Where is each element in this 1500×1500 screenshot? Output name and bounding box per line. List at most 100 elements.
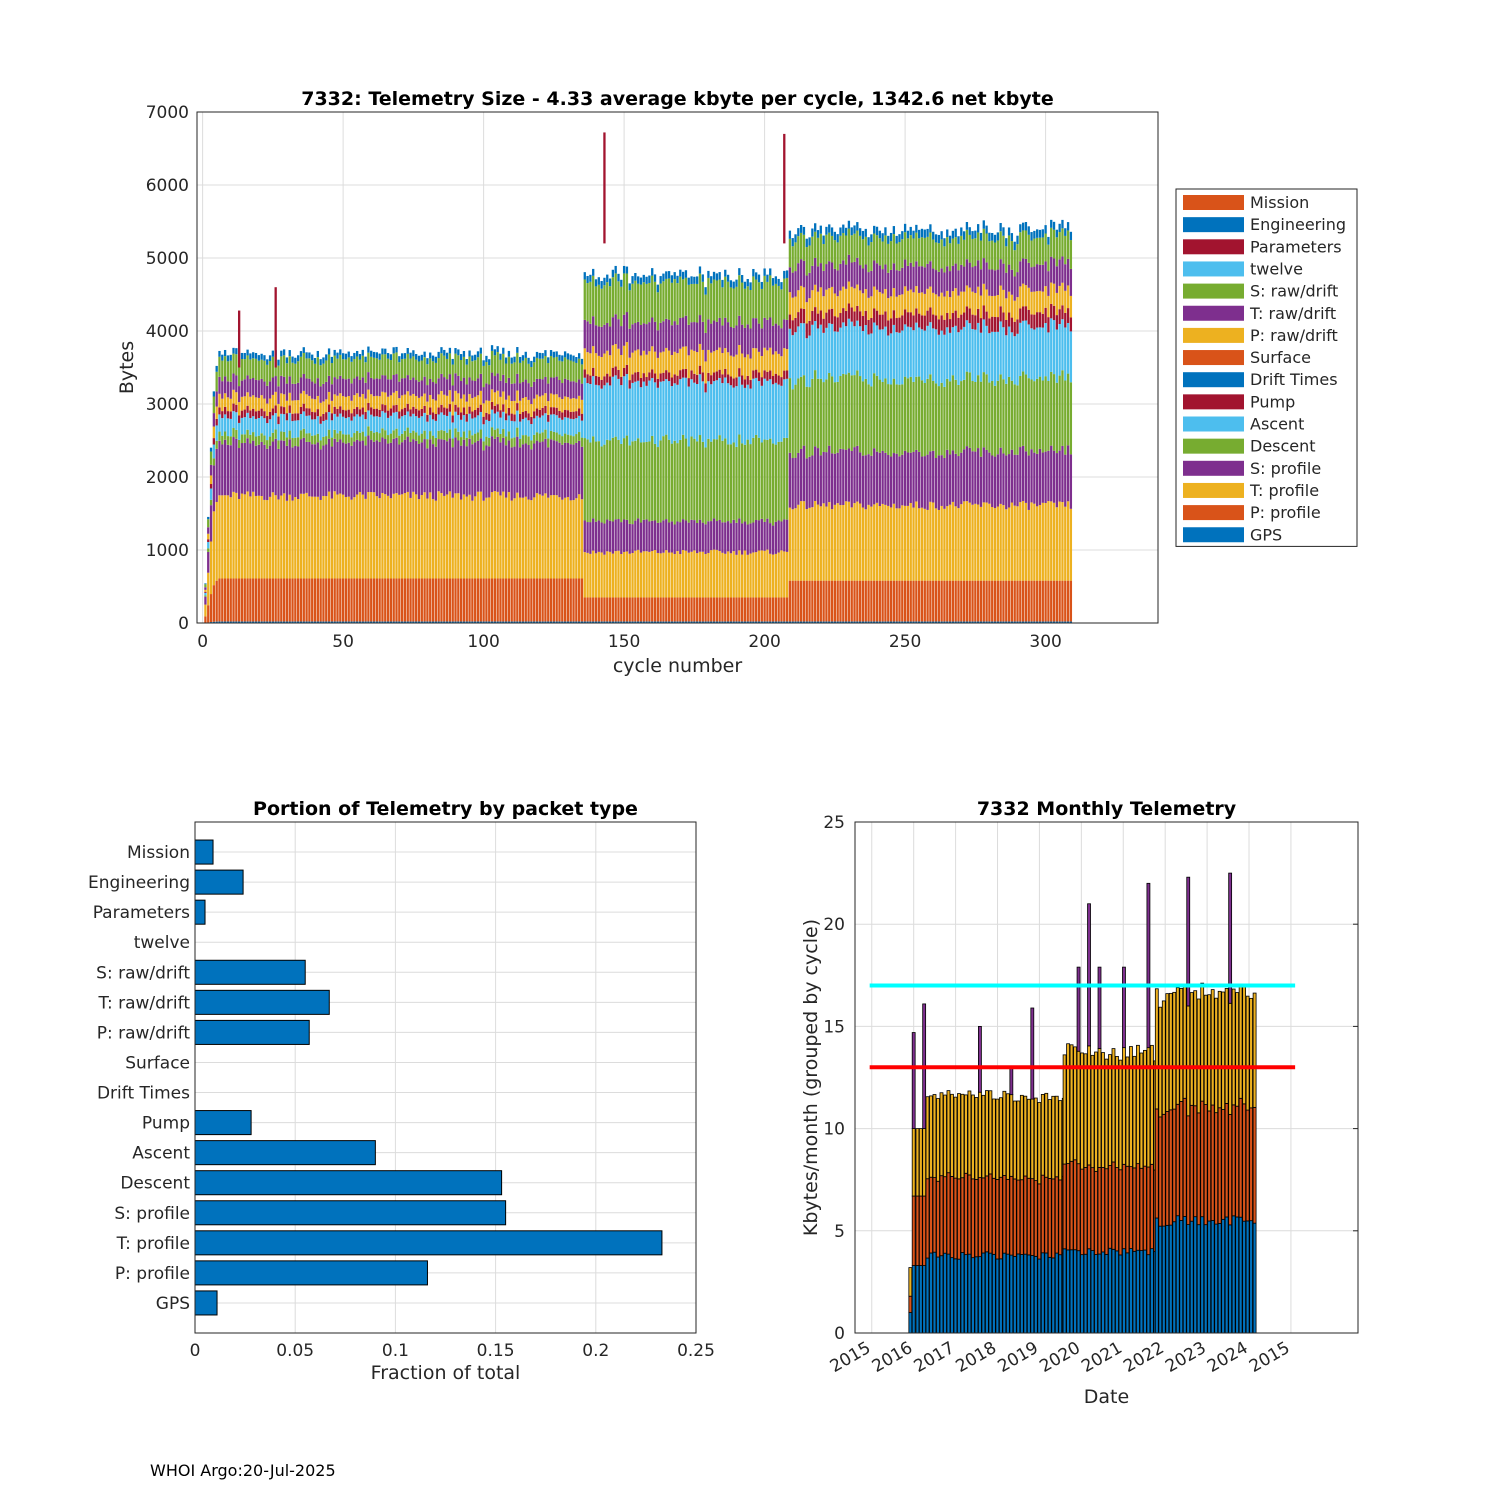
bar-segment: [648, 597, 651, 622]
bar-segment: [943, 334, 946, 387]
bar-segment: [1019, 375, 1022, 448]
bar-segment: [707, 349, 710, 373]
bar-segment: [805, 302, 808, 324]
bar-segment: [415, 354, 418, 360]
bar-segment: [235, 578, 238, 622]
bar-segment: [513, 414, 516, 422]
bar-segment: [280, 440, 283, 496]
bar-segment: [889, 507, 893, 581]
month-bar: [1097, 966, 1102, 1334]
bar-segment: [1228, 872, 1233, 1004]
bar-segment: [606, 439, 609, 520]
bar-segment: [718, 369, 721, 378]
bar-segment: [939, 1175, 944, 1257]
bar-segment: [516, 410, 519, 428]
bar-segment: [1058, 501, 1061, 581]
bar-segment: [889, 269, 893, 297]
bar-segment: [991, 331, 994, 381]
bar-segment: [934, 508, 938, 581]
bar-segment: [311, 360, 314, 382]
bar-segment: [1069, 317, 1073, 332]
bar-segment: [1016, 319, 1019, 334]
bar-segment: [769, 379, 772, 439]
bar-segment: [788, 230, 792, 239]
bar-segment: [319, 440, 322, 450]
bar-segment: [625, 373, 629, 436]
bar-segment: [209, 594, 213, 623]
bar-segment: [833, 293, 837, 317]
bar-segment: [212, 465, 216, 512]
bar-segment: [783, 319, 786, 349]
bar-segment: [215, 418, 218, 426]
bar-segment: [521, 381, 525, 399]
bar-segment: [724, 317, 727, 349]
bar-segment: [715, 321, 718, 350]
bar-segment: [406, 391, 409, 404]
bar-segment: [934, 270, 938, 295]
bar-segment: [415, 432, 418, 441]
month-bar: [1090, 1054, 1095, 1334]
bar-segment: [870, 580, 873, 622]
bar-segment: [471, 444, 474, 501]
bar-segment: [544, 578, 547, 622]
bar-segment: [740, 282, 744, 325]
bar-segment: [936, 1180, 940, 1258]
bar-segment: [634, 597, 637, 622]
bar-segment: [1069, 331, 1073, 383]
bar-segment: [681, 550, 685, 598]
cycle-bar: [510, 357, 513, 623]
bar-segment: [499, 495, 502, 579]
bar-segment: [316, 433, 319, 443]
bar-segment: [968, 262, 971, 288]
bar-segment: [1033, 314, 1036, 330]
bar-segment: [308, 578, 311, 622]
bar-segment: [746, 554, 749, 598]
bar-segment: [274, 495, 277, 579]
bar-segment: [937, 334, 940, 387]
bar-segment: [715, 621, 718, 623]
bar-segment: [1019, 232, 1022, 262]
cycle-bar: [533, 356, 536, 623]
bar-segment: [912, 507, 915, 581]
bar-segment: [1154, 988, 1159, 1110]
bar-segment: [266, 578, 269, 622]
bar-segment: [1203, 1224, 1208, 1334]
month-bar: [1203, 994, 1208, 1334]
bar-segment: [235, 621, 238, 623]
bar-segment: [527, 621, 530, 623]
bar-segment: [1069, 454, 1073, 509]
bar-segment: [620, 326, 623, 356]
bar-segment: [960, 621, 963, 623]
bar-segment: [858, 265, 862, 291]
bar-segment: [294, 437, 297, 446]
bar-segment: [684, 621, 688, 623]
bar-segment: [1044, 621, 1047, 623]
bar-segment: [1040, 1094, 1045, 1176]
bar-segment: [901, 330, 904, 385]
bar-segment: [724, 276, 727, 318]
bar-segment: [277, 448, 280, 500]
bar-segment: [488, 497, 491, 579]
bar-segment: [471, 361, 474, 381]
bar-segment: [254, 445, 258, 496]
bar-segment: [223, 356, 227, 377]
bar-segment: [783, 621, 786, 623]
bar-segment: [981, 1252, 986, 1334]
bar-segment: [417, 397, 421, 411]
bar-segment: [260, 353, 263, 360]
bar-segment: [915, 580, 918, 622]
bar-segment: [1023, 1095, 1028, 1177]
bar-segment: [1047, 501, 1050, 581]
bar-segment: [423, 405, 426, 413]
bar-segment: [271, 350, 275, 357]
bar-segment: [912, 266, 915, 293]
bar-segment: [771, 525, 775, 555]
bar-segment: [614, 366, 617, 376]
bar-segment: [561, 383, 564, 400]
bar-segment: [774, 351, 777, 374]
bar-segment: [1021, 283, 1025, 307]
bar-segment: [1193, 990, 1198, 1107]
bar-segment: [721, 552, 724, 598]
bar-segment: [740, 275, 744, 283]
bar-segment: [726, 322, 730, 353]
